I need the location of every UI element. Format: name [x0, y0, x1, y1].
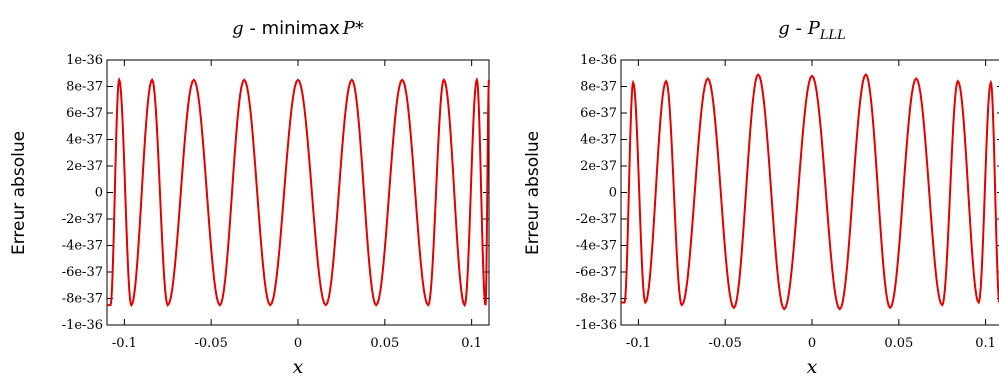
y-tick-label: 6e-37 — [580, 106, 617, 121]
y-tick-label: 1e-36 — [66, 53, 103, 68]
x-tick-label: 0.1 — [975, 336, 996, 351]
y-tick-label: 0 — [95, 186, 103, 201]
x-tick-label: 0.1 — [461, 336, 482, 351]
chart-title: g - PLLL — [778, 18, 846, 43]
x-tick-label: -0.05 — [709, 336, 742, 351]
y-tick-label: -4e-37 — [576, 239, 617, 254]
y-axis-label: Erreur absolue — [523, 131, 543, 255]
y-tick-label: 0 — [609, 186, 617, 201]
chart-minimax: g - minimax P* 1e-36 8e-37 6e-37 4e-37 2e-37 0… — [9, 18, 489, 378]
y-tick-label: -4e-37 — [62, 239, 103, 254]
y-tick-label: 8e-37 — [66, 80, 103, 95]
x-ticks: -0.1 -0.05 0 0.05 0.1 — [112, 60, 482, 351]
y-tick-label: -2e-37 — [62, 212, 103, 227]
y-tick-label: 1e-36 — [580, 53, 617, 68]
y-axis-label: Erreur absolue — [9, 131, 29, 255]
y-tick-label: 8e-37 — [580, 80, 617, 95]
error-curve — [107, 80, 489, 305]
chart-lll: g - PLLL 1e-36 8e-37 6e-37 4e-37 2e-37 0 -2e-3… — [523, 18, 999, 378]
y-tick-label: -6e-37 — [576, 265, 617, 280]
y-tick-label: -6e-37 — [62, 265, 103, 280]
x-tick-label: -0.1 — [112, 336, 137, 351]
y-tick-label: -1e-36 — [62, 318, 103, 333]
y-tick-label: -8e-37 — [576, 292, 617, 307]
y-tick-label: -8e-37 — [62, 292, 103, 307]
x-tick-label: 0 — [808, 336, 816, 351]
x-axis-label: x — [293, 356, 304, 378]
chart-title: g - minimax P* — [232, 18, 364, 39]
x-tick-label: -0.05 — [195, 336, 228, 351]
x-tick-label: 0.05 — [884, 336, 913, 351]
y-tick-label: 4e-37 — [66, 133, 103, 148]
y-tick-label: 6e-37 — [66, 106, 103, 121]
x-tick-label: 0 — [294, 336, 302, 351]
x-axis-label: x — [807, 356, 818, 378]
plot-frame — [621, 60, 999, 325]
y-tick-label: 4e-37 — [580, 133, 617, 148]
y-tick-label: 2e-37 — [66, 159, 103, 174]
y-tick-label: 2e-37 — [580, 159, 617, 174]
x-tick-label: -0.1 — [626, 336, 651, 351]
y-tick-label: -2e-37 — [576, 212, 617, 227]
error-curve — [621, 75, 999, 310]
x-tick-label: 0.05 — [370, 336, 399, 351]
x-ticks: -0.1 -0.05 0 0.05 0.1 — [626, 60, 996, 351]
y-tick-label: -1e-36 — [576, 318, 617, 333]
